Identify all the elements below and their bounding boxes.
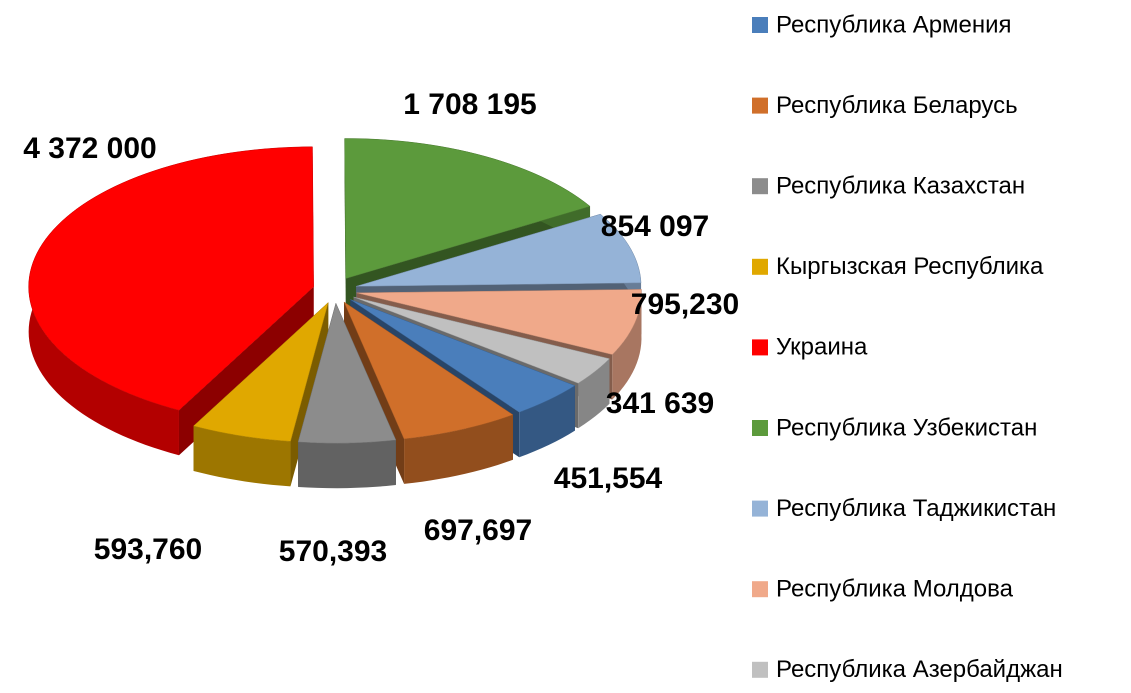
- legend-label: Республика Казахстан: [776, 173, 1025, 200]
- legend-swatch: [752, 339, 768, 356]
- data-label: 795,230: [631, 288, 739, 321]
- legend-swatch: [752, 258, 768, 275]
- slice-top: [297, 302, 397, 444]
- data-label: 451,554: [554, 462, 663, 495]
- data-label: 593,760: [94, 533, 202, 566]
- legend-label: Республика Беларусь: [776, 92, 1018, 119]
- data-label: 570,393: [279, 535, 387, 568]
- slice-side: [404, 414, 513, 484]
- legend-swatch: [752, 17, 768, 33]
- legend-swatch: [752, 420, 768, 436]
- legend-label: Республика Узбекистан: [776, 414, 1037, 441]
- data-label: 341 639: [606, 387, 714, 420]
- slice-top: [356, 289, 642, 355]
- legend-swatch: [752, 661, 768, 678]
- legend-label: Республика Азербайджан: [776, 656, 1063, 683]
- legend-swatch: [752, 178, 768, 195]
- data-label: 854 097: [601, 210, 709, 243]
- data-label: 1 708 195: [403, 88, 536, 121]
- slice-side: [578, 358, 610, 429]
- slice-side: [612, 289, 642, 400]
- slice-top: [356, 213, 642, 287]
- legend-label: Республика Армения: [776, 11, 1012, 38]
- slice-side: [298, 440, 396, 489]
- legend-swatch: [752, 581, 768, 598]
- slice-top: [353, 296, 610, 384]
- data-label: 697,697: [424, 514, 532, 547]
- legend-label: Кыргызская Республика: [776, 253, 1044, 280]
- legend-swatch: [752, 500, 768, 517]
- legend-label: Украина: [776, 334, 868, 361]
- slice-top: [193, 301, 329, 442]
- data-label: 4 372 000: [23, 132, 156, 165]
- slice-side: [193, 425, 291, 487]
- legend-label: Республика Молдова: [776, 576, 1014, 603]
- slice-top: [343, 301, 514, 440]
- legend-swatch: [752, 97, 768, 114]
- slice: [297, 302, 397, 489]
- slice-top: [350, 299, 576, 413]
- legend-label: Республика Таджикистан: [776, 495, 1056, 522]
- slice-side: [519, 385, 575, 458]
- slice-top: [28, 146, 314, 411]
- slice-top: [344, 138, 591, 279]
